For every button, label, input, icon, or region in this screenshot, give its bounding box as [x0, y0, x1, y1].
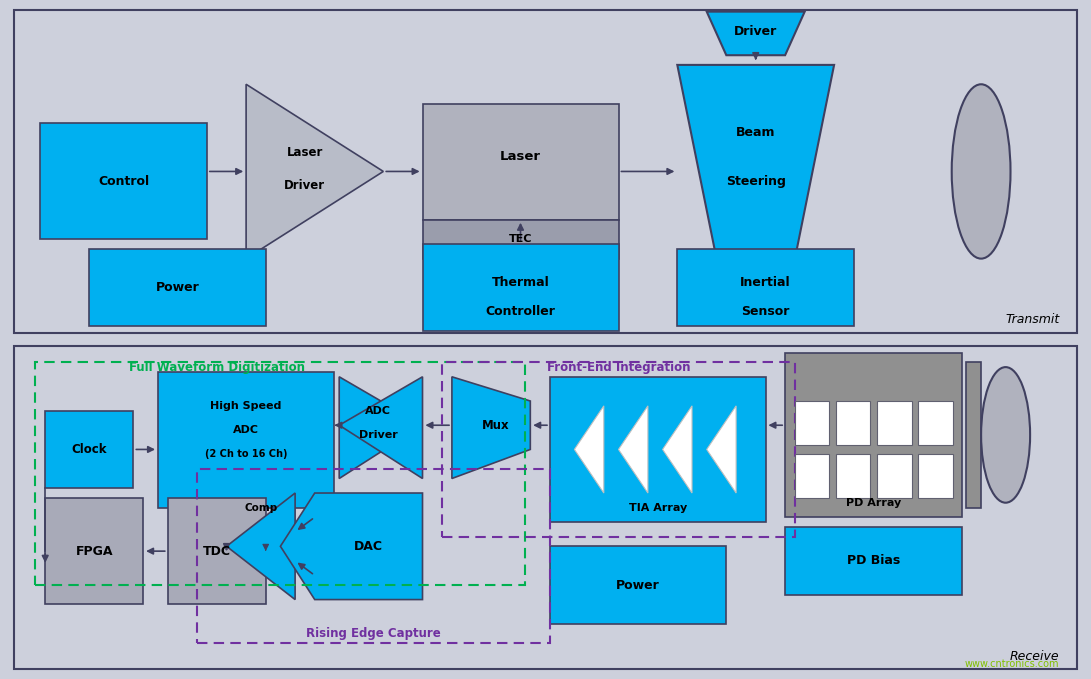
Bar: [919, 454, 952, 498]
Text: FPGA: FPGA: [75, 545, 113, 557]
Polygon shape: [619, 406, 648, 493]
Bar: [919, 401, 952, 445]
Polygon shape: [339, 377, 422, 479]
Bar: [877, 401, 911, 445]
Text: Transmit: Transmit: [1005, 314, 1059, 327]
Text: Driver: Driver: [285, 179, 325, 192]
Text: (2 Ch to 16 Ch): (2 Ch to 16 Ch): [205, 449, 287, 459]
Bar: [967, 363, 981, 508]
Polygon shape: [339, 377, 422, 479]
Bar: [786, 527, 961, 595]
Text: PD Bias: PD Bias: [847, 554, 900, 568]
Text: Control: Control: [98, 175, 149, 187]
Text: TDC: TDC: [203, 545, 230, 557]
Polygon shape: [247, 84, 383, 259]
Text: TEC: TEC: [508, 234, 532, 244]
Text: ADC: ADC: [233, 425, 259, 435]
Bar: [89, 249, 266, 327]
Bar: [795, 454, 829, 498]
Bar: [422, 104, 619, 220]
Text: Driver: Driver: [734, 24, 777, 37]
Bar: [550, 377, 766, 522]
Text: Front-End Integration: Front-End Integration: [547, 361, 691, 373]
Text: www.cntronics.com: www.cntronics.com: [966, 659, 1059, 669]
Text: Sensor: Sensor: [741, 306, 790, 318]
Text: ADC: ADC: [365, 405, 392, 416]
Text: PD Array: PD Array: [846, 498, 901, 508]
Text: Beam: Beam: [736, 126, 776, 139]
Bar: [786, 352, 961, 517]
Polygon shape: [227, 493, 295, 600]
Bar: [836, 454, 871, 498]
Text: High Speed: High Speed: [211, 401, 281, 411]
Polygon shape: [574, 406, 603, 493]
Text: Receive: Receive: [1010, 650, 1059, 663]
Bar: [45, 498, 143, 604]
Text: Comp: Comp: [244, 502, 277, 513]
Text: DAC: DAC: [355, 540, 383, 553]
Bar: [168, 498, 266, 604]
Text: Mux: Mux: [482, 419, 509, 432]
Text: Controller: Controller: [485, 306, 555, 318]
Ellipse shape: [981, 367, 1030, 502]
Bar: [422, 244, 619, 331]
Polygon shape: [280, 493, 422, 600]
Text: Full Waveform Digitization: Full Waveform Digitization: [129, 361, 304, 373]
Ellipse shape: [951, 84, 1010, 259]
Polygon shape: [452, 377, 530, 479]
Text: Steering: Steering: [726, 175, 786, 187]
Text: Rising Edge Capture: Rising Edge Capture: [307, 627, 441, 640]
Bar: [678, 249, 854, 327]
Text: Power: Power: [616, 579, 660, 591]
Bar: [550, 547, 727, 624]
Text: Inertial: Inertial: [740, 276, 791, 289]
Text: Driver: Driver: [359, 430, 398, 440]
Text: Power: Power: [156, 281, 200, 294]
Polygon shape: [678, 65, 835, 259]
Bar: [422, 220, 619, 259]
Bar: [795, 401, 829, 445]
Polygon shape: [707, 12, 805, 55]
Text: Laser: Laser: [287, 145, 323, 159]
Bar: [836, 401, 871, 445]
Polygon shape: [662, 406, 692, 493]
Bar: [158, 372, 334, 508]
Bar: [45, 411, 133, 488]
Bar: [40, 123, 207, 239]
Text: Clock: Clock: [72, 443, 107, 456]
Text: TIA Array: TIA Array: [628, 502, 687, 513]
Bar: [877, 454, 911, 498]
Text: Laser: Laser: [500, 151, 541, 164]
Text: Thermal: Thermal: [492, 276, 550, 289]
Polygon shape: [707, 406, 736, 493]
